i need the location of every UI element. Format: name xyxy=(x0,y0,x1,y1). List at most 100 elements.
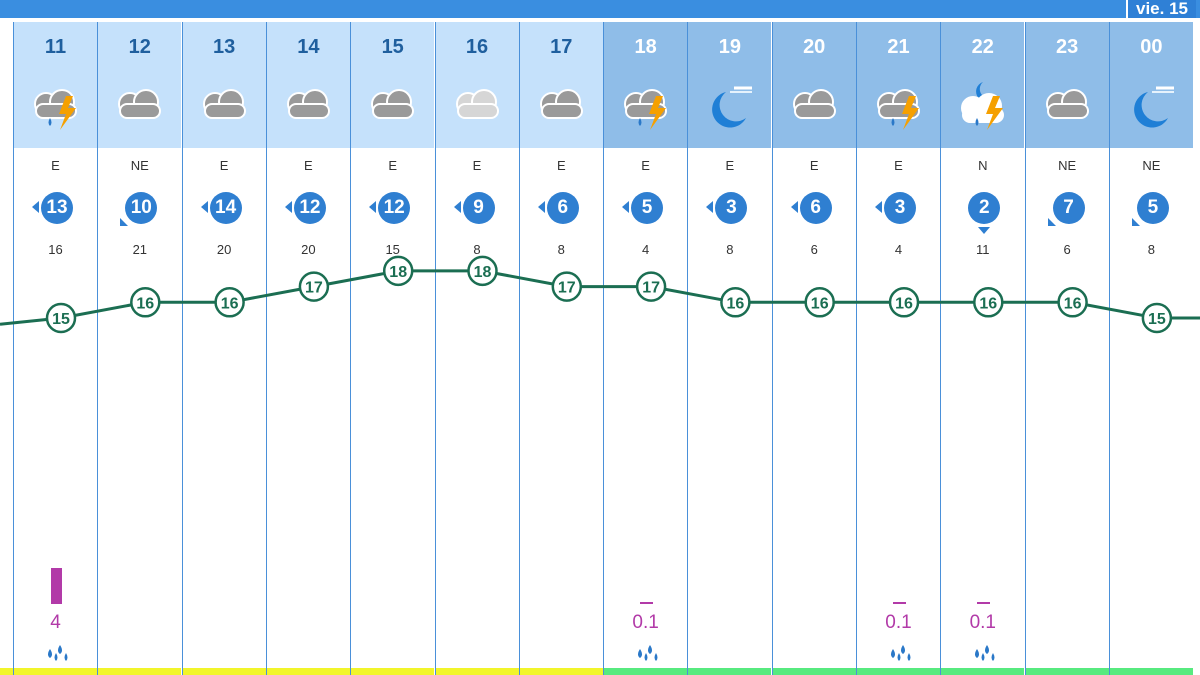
time-band xyxy=(857,668,940,675)
wind-arrow-icon xyxy=(120,218,129,226)
wind-speed-badge: 6 xyxy=(799,192,832,224)
hour-header xyxy=(351,22,435,148)
wind-speed-badge: 2 xyxy=(968,192,1001,224)
temperature-label: 16 xyxy=(727,295,745,312)
temperature-label: 16 xyxy=(979,295,997,312)
wind-speed-badge: 5 xyxy=(1136,192,1169,224)
temperature-label: 17 xyxy=(305,280,323,297)
cloud-icon xyxy=(110,78,170,134)
wind-gust: 8 xyxy=(1147,242,1155,257)
time-band xyxy=(941,668,1025,675)
wind-gust: 4 xyxy=(894,242,903,257)
storm-icon xyxy=(869,78,929,134)
temperature-label: 15 xyxy=(1148,311,1166,328)
wind-arrow-icon xyxy=(875,201,882,213)
hour-header xyxy=(98,22,182,148)
hour-label: 18 xyxy=(634,36,657,58)
hour-label: 23 xyxy=(1055,36,1079,58)
wind-speed-badge: 6 xyxy=(546,192,579,224)
wind-gust: 15 xyxy=(385,242,400,257)
wind-speed-badge: 5 xyxy=(631,192,664,224)
hour-column: 19 E 3 8 xyxy=(687,22,772,675)
hour-column: 18 E 5 4 0.1 xyxy=(603,22,688,675)
wind-speed-badge: 7 xyxy=(1052,192,1085,224)
hour-header xyxy=(182,22,266,148)
day-label: vie. 15 xyxy=(1126,0,1196,18)
wind-direction: E xyxy=(809,158,819,173)
hour-label: 11 xyxy=(44,36,67,58)
time-band xyxy=(266,668,350,675)
hour-header xyxy=(435,22,519,148)
temperature-label: 18 xyxy=(389,264,407,281)
hour-label: 19 xyxy=(718,36,742,58)
precip-bar xyxy=(893,602,906,604)
precip-bar xyxy=(977,602,991,604)
temperature-point xyxy=(45,302,77,334)
rain-drops-icon xyxy=(971,641,997,663)
wind-arrow-icon xyxy=(706,201,714,213)
wind-arrow-icon xyxy=(790,201,798,213)
cloud-icon xyxy=(279,78,339,134)
hour-label: 00 xyxy=(1140,36,1163,58)
precip-value: 0.1 xyxy=(969,612,996,633)
hour-header xyxy=(772,22,856,148)
wind-direction: E xyxy=(894,158,903,173)
temperature-label: 16 xyxy=(895,295,913,312)
wind-arrow-icon xyxy=(978,227,991,234)
time-band xyxy=(14,668,97,675)
wind-direction: E xyxy=(219,158,229,173)
wind-arrow-icon xyxy=(1047,218,1056,226)
temperature-point xyxy=(635,271,667,302)
time-band xyxy=(1109,668,1193,675)
hour-header xyxy=(14,22,97,148)
wind-gust: 6 xyxy=(1063,242,1071,257)
time-band xyxy=(351,668,435,675)
wind-arrow-icon xyxy=(1131,218,1140,226)
hour-header xyxy=(1025,22,1109,148)
temperature-point xyxy=(973,287,1004,318)
hour-header xyxy=(941,22,1025,148)
time-band xyxy=(1025,668,1109,675)
hour-column: 23 NE 7 6 xyxy=(1024,22,1109,675)
rain-drops-icon xyxy=(634,641,660,663)
temperature-label: 16 xyxy=(811,295,829,312)
wind-direction: E xyxy=(472,158,482,173)
wind-direction: E xyxy=(725,158,735,173)
wind-arrow-icon xyxy=(200,201,208,213)
time-band xyxy=(604,668,688,675)
cloud-icon xyxy=(785,78,845,134)
wind-gust: 4 xyxy=(641,242,650,257)
temperature-label: 17 xyxy=(558,280,576,297)
temperature-point xyxy=(130,287,161,318)
hour-column: 22 N 2 11 0.1 xyxy=(940,22,1025,675)
wind-gust: 8 xyxy=(557,242,565,257)
wind-speed-badge: 9 xyxy=(462,192,495,224)
hour-label: 21 xyxy=(887,36,910,58)
wind-gust: 11 xyxy=(976,242,990,257)
moon-icon xyxy=(1122,78,1182,134)
temperature-label: 16 xyxy=(221,295,239,312)
hour-column: 20 E 6 6 xyxy=(771,22,856,675)
temperature-label: 17 xyxy=(642,280,660,297)
time-band xyxy=(519,668,603,675)
wind-gust: 20 xyxy=(301,242,316,257)
temperature-label: 16 xyxy=(1064,295,1082,312)
precip-bar xyxy=(640,602,654,604)
time-band xyxy=(435,668,519,675)
rain-drops-icon xyxy=(887,641,913,663)
hour-label: 16 xyxy=(465,36,489,58)
wind-direction: NE xyxy=(130,158,149,173)
wind-gust: 21 xyxy=(132,242,148,257)
time-band xyxy=(0,668,13,675)
wind-speed-badge: 12 xyxy=(293,192,326,224)
time-band xyxy=(772,668,856,675)
hour-column: 16 E 9 8 xyxy=(434,22,519,675)
wind-gust: 20 xyxy=(216,242,232,257)
hour-label: 13 xyxy=(212,36,236,58)
hour-header xyxy=(266,22,350,148)
hour-column: 21 E 3 4 0.1 xyxy=(856,22,940,675)
temperature-point xyxy=(298,271,330,302)
wind-speed-badge: 13 xyxy=(41,192,73,224)
storm-icon xyxy=(616,78,676,134)
time-band xyxy=(182,668,266,675)
